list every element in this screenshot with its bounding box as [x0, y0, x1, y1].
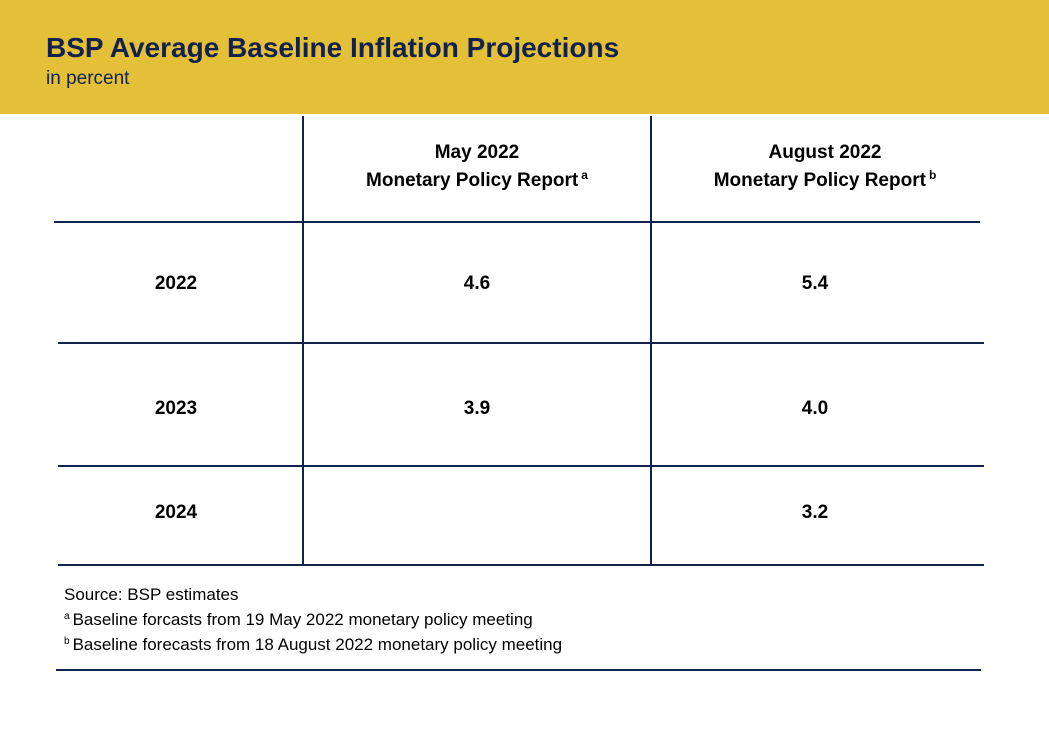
column-header-line1: May 2022 — [434, 142, 520, 163]
column-header-may-2022: May 2022 Monetary Policy Report a — [304, 138, 650, 196]
column-divider-1 — [302, 116, 304, 565]
row-label-2024: 2024 — [154, 502, 198, 523]
table-bottom-rule — [58, 564, 984, 566]
column-divider-2 — [650, 116, 652, 565]
header-band: BSP Average Baseline Inflation Projectio… — [0, 0, 1049, 114]
cell-2024-may — [304, 499, 650, 527]
column-header-august-2022: August 2022 Monetary Policy Report b — [652, 138, 998, 196]
notes-bottom-rule — [56, 669, 981, 671]
column-header-line1: August 2022 — [768, 142, 882, 163]
footnote-b-mark: b — [64, 636, 70, 647]
row-label-2023: 2023 — [154, 398, 198, 419]
footnote-mark-b: b — [928, 168, 937, 182]
row-label-2022: 2022 — [154, 273, 198, 294]
row-rule-1 — [58, 342, 984, 344]
source-note: Source: BSP estimates — [64, 585, 239, 604]
cell-2022-august: 5.4 — [801, 273, 829, 294]
footnote-mark-a: a — [581, 168, 588, 182]
cell-2023-august: 4.0 — [801, 398, 829, 419]
cell-2022-may: 4.6 — [463, 273, 491, 294]
cell-2023-may: 3.9 — [463, 398, 491, 419]
footnote-b-text: Baseline forecasts from 18 August 2022 m… — [72, 635, 563, 654]
footnote-a: a Baseline forcasts from 19 May 2022 mone… — [64, 610, 533, 630]
cell-2024-august: 3.2 — [801, 502, 829, 523]
row-rule-2 — [58, 465, 984, 467]
column-header-line2: Monetary Policy Report b — [713, 168, 937, 191]
footnote-a-mark: a — [64, 611, 70, 622]
column-header-line2: Monetary Policy Report a — [366, 168, 588, 191]
footnote-b: b Baseline forecasts from 18 August 2022 … — [64, 635, 562, 655]
chart-subtitle: in percent — [46, 68, 130, 89]
header-rule — [54, 221, 980, 223]
footnote-a-text: Baseline forcasts from 19 May 2022 monet… — [72, 610, 533, 629]
chart-title: BSP Average Baseline Inflation Projectio… — [46, 32, 620, 63]
